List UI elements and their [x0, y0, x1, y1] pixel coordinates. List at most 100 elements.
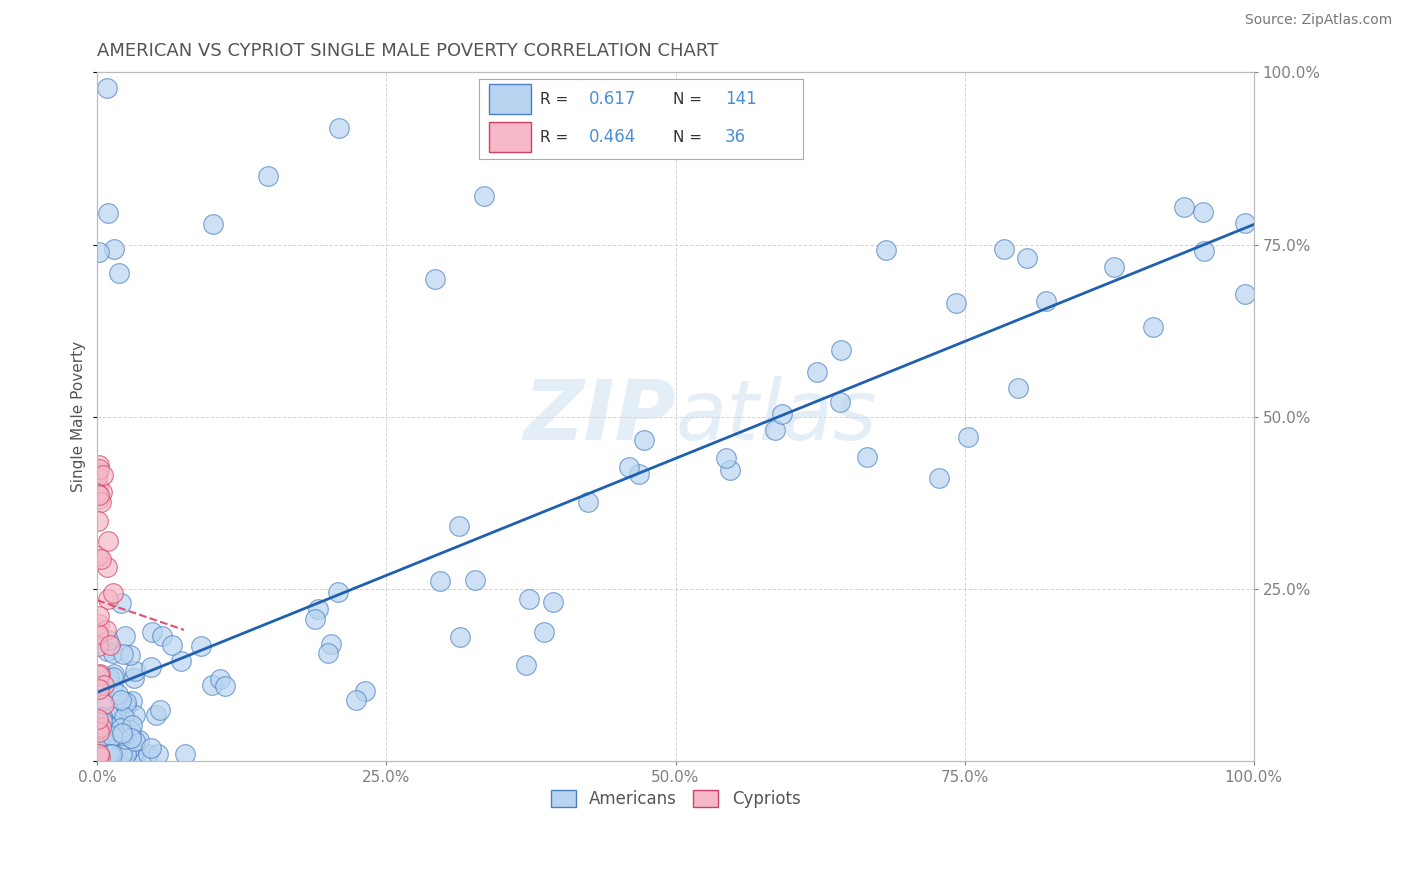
Point: [120, 731, 142, 746]
Point: [1102, 260, 1125, 274]
Point: [90, 711, 112, 725]
Point: [97, 719, 120, 733]
Point: [114, 747, 136, 762]
Point: [114, 747, 136, 762]
Text: ZIP: ZIP: [523, 376, 675, 458]
Point: [121, 718, 143, 732]
Point: [856, 450, 879, 465]
Point: [87, 736, 110, 750]
Point: [806, 365, 828, 379]
Point: [90, 725, 112, 739]
Point: [103, 242, 125, 256]
Point: [139, 741, 162, 756]
Point: [89, 488, 111, 502]
Point: [956, 430, 979, 444]
Point: [770, 407, 793, 421]
Point: [111, 726, 134, 740]
Point: [89, 747, 111, 762]
Point: [101, 747, 124, 762]
Point: [110, 596, 132, 610]
Point: [87, 465, 110, 479]
Point: [628, 467, 651, 481]
Point: [1234, 216, 1257, 230]
Point: [87, 245, 110, 260]
Point: [90, 494, 112, 508]
Point: [124, 734, 146, 748]
Point: [1173, 200, 1195, 214]
Point: [93, 678, 115, 692]
Point: [110, 693, 132, 707]
Point: [136, 747, 159, 762]
Point: [174, 747, 197, 762]
Point: [87, 549, 110, 563]
Point: [107, 687, 129, 701]
Point: [90, 552, 112, 566]
Point: [103, 667, 125, 681]
Point: [533, 624, 555, 639]
Point: [101, 646, 124, 660]
Point: [449, 630, 471, 644]
Point: [354, 683, 377, 698]
Point: [108, 747, 131, 762]
Point: [87, 514, 110, 528]
Point: [86, 469, 108, 483]
Point: [128, 732, 150, 747]
Point: [714, 451, 737, 466]
Point: [110, 721, 132, 735]
Point: [90, 720, 112, 734]
Point: [114, 629, 136, 643]
Point: [149, 703, 172, 717]
Point: [115, 731, 138, 746]
Point: [124, 746, 146, 760]
Point: [93, 697, 115, 711]
Point: [328, 120, 350, 135]
Point: [124, 665, 146, 679]
Point: [541, 595, 564, 609]
Point: [97, 747, 120, 762]
Point: [928, 471, 950, 485]
Point: [1007, 381, 1029, 395]
Point: [89, 750, 111, 764]
Point: [316, 647, 339, 661]
Point: [124, 707, 146, 722]
Point: [93, 735, 115, 749]
Point: [86, 712, 108, 726]
Point: [1191, 205, 1213, 219]
Point: [89, 747, 111, 762]
Point: [633, 433, 655, 447]
Point: [319, 637, 342, 651]
Point: [96, 644, 118, 658]
Point: [94, 623, 117, 637]
Point: [91, 712, 114, 726]
Point: [96, 80, 118, 95]
Point: [87, 722, 110, 736]
Point: [98, 747, 121, 762]
Point: [429, 574, 451, 588]
Text: Source: ZipAtlas.com: Source: ZipAtlas.com: [1244, 13, 1392, 28]
Point: [97, 205, 120, 219]
Point: [98, 747, 121, 762]
Point: [464, 573, 486, 587]
Point: [1015, 251, 1038, 265]
Point: [105, 741, 128, 756]
Point: [91, 467, 114, 482]
Point: [423, 272, 446, 286]
Point: [103, 747, 125, 762]
Point: [111, 647, 134, 661]
Point: [86, 639, 108, 653]
Point: [97, 747, 120, 762]
Point: [1234, 287, 1257, 301]
Point: [214, 679, 236, 693]
Point: [87, 478, 110, 492]
Point: [94, 721, 117, 735]
Point: [111, 747, 134, 762]
Point: [89, 747, 111, 762]
Point: [162, 638, 184, 652]
Text: AMERICAN VS CYPRIOT SINGLE MALE POVERTY CORRELATION CHART: AMERICAN VS CYPRIOT SINGLE MALE POVERTY …: [97, 42, 718, 60]
Point: [344, 693, 367, 707]
Point: [118, 723, 141, 737]
Point: [97, 671, 120, 685]
Point: [150, 629, 173, 643]
Point: [91, 694, 114, 708]
Point: [472, 189, 495, 203]
